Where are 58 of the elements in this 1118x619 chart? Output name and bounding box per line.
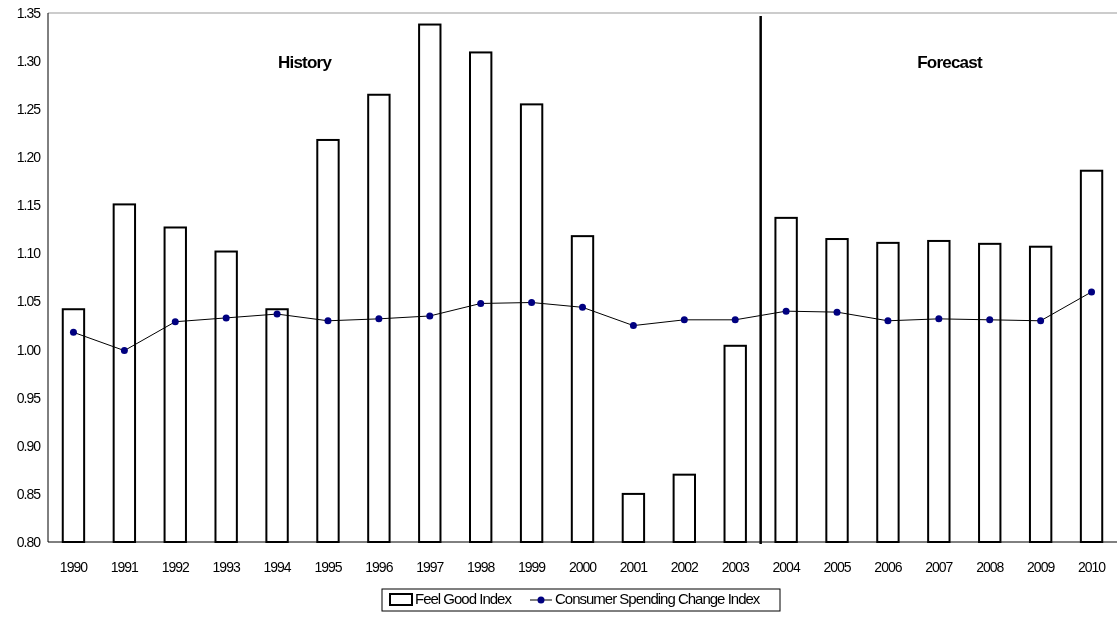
point xyxy=(528,299,536,307)
point xyxy=(324,317,332,325)
x-tick-label: 1990 xyxy=(59,559,89,575)
legend-label: Feel Good Index xyxy=(415,590,513,607)
y-tick-label: 1.25 xyxy=(16,101,42,118)
point xyxy=(375,315,383,323)
point xyxy=(833,308,841,316)
annotation: Forecast xyxy=(917,53,983,72)
point xyxy=(680,316,688,324)
x-tick-label: 1992 xyxy=(161,559,191,575)
x-tick-label: 1993 xyxy=(212,559,241,575)
point xyxy=(120,347,128,355)
y-tick-label: 0.95 xyxy=(16,389,42,406)
point xyxy=(731,316,739,324)
point xyxy=(579,303,586,311)
x-tick-label: 2005 xyxy=(823,559,852,575)
y-tick-label: 0.80 xyxy=(16,533,42,550)
y-tick-label: 1.15 xyxy=(16,197,42,214)
point xyxy=(884,317,892,325)
point xyxy=(273,310,281,318)
x-tick-label: 2001 xyxy=(619,559,649,575)
point xyxy=(629,322,637,330)
x-tick-label: 2006 xyxy=(874,559,903,575)
x-tick-label: 2010 xyxy=(1077,559,1107,575)
x-tick-label: 2003 xyxy=(721,559,750,575)
point xyxy=(222,314,230,322)
legend-label: Consumer Spending Change Index xyxy=(555,590,761,607)
x-tick-label: 1991 xyxy=(110,559,140,575)
x-tick-label: 2002 xyxy=(670,559,700,575)
x-tick-label: 2009 xyxy=(1027,559,1056,575)
y-tick-label: 1.35 xyxy=(16,4,42,21)
x-tick-label: 1994 xyxy=(263,559,292,575)
y-tick-label: 1.10 xyxy=(16,245,42,262)
annotation: History xyxy=(278,53,333,72)
x-tick-label: 1997 xyxy=(416,559,445,575)
point xyxy=(69,328,77,336)
y-tick-label: 1.00 xyxy=(16,341,42,358)
y-tick-label: 1.05 xyxy=(16,293,42,310)
x-tick-label: 1995 xyxy=(314,559,343,575)
point xyxy=(935,315,943,323)
y-tick-label: 1.30 xyxy=(16,52,42,69)
point xyxy=(1088,288,1096,296)
x-tick-label: 2007 xyxy=(925,559,954,575)
x-tick-label: 2000 xyxy=(568,559,598,575)
point xyxy=(986,316,994,324)
x-tick-label: 1999 xyxy=(518,559,547,575)
point xyxy=(782,307,790,315)
point xyxy=(477,299,485,307)
x-tick-label: 1998 xyxy=(467,559,496,575)
y-tick-label: 0.85 xyxy=(16,485,42,502)
y-tick-label: 0.90 xyxy=(16,437,42,454)
x-tick-label: 2008 xyxy=(976,559,1005,575)
point xyxy=(1037,317,1045,325)
x-tick-label: 2004 xyxy=(772,559,801,575)
y-tick-label: 1.20 xyxy=(16,149,42,166)
point xyxy=(426,312,434,320)
x-tick-label: 1996 xyxy=(365,559,394,575)
point xyxy=(171,318,179,326)
